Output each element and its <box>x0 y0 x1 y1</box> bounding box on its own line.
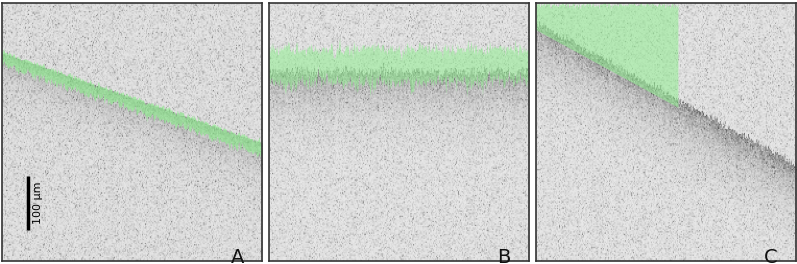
Text: 100 μm: 100 μm <box>33 182 43 224</box>
Text: B: B <box>497 248 511 264</box>
Text: A: A <box>230 248 244 264</box>
Text: C: C <box>764 248 778 264</box>
Polygon shape <box>2 49 262 159</box>
Polygon shape <box>536 1 678 108</box>
Polygon shape <box>269 38 529 98</box>
